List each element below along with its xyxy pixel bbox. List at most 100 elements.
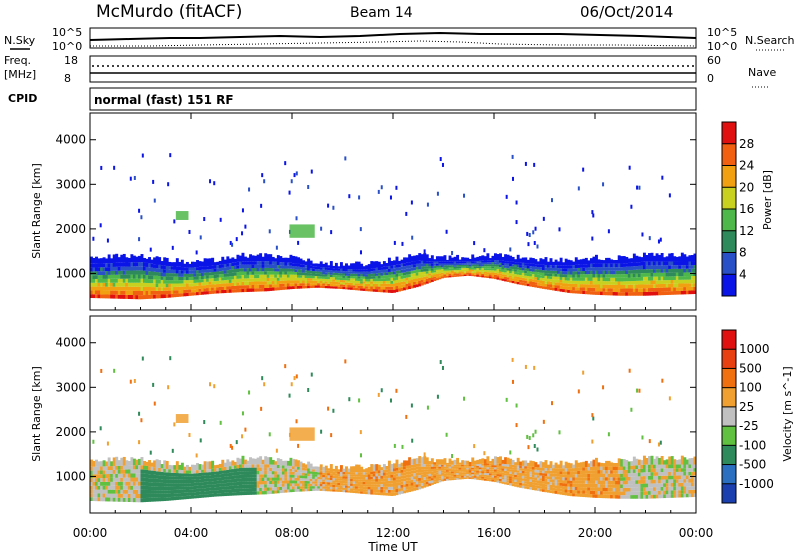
velocity-cell	[163, 460, 166, 468]
power-cell	[123, 275, 126, 279]
velocity-cell	[141, 473, 144, 477]
velocity-cell	[284, 469, 287, 472]
power-cell	[653, 265, 656, 269]
velocity-cell	[451, 475, 454, 477]
power-cell	[532, 284, 535, 287]
power-cell	[378, 276, 381, 279]
power-cell	[459, 260, 462, 262]
power-cell	[194, 267, 197, 270]
power-cell	[600, 264, 603, 267]
power-cell	[128, 262, 131, 266]
power-cell	[643, 284, 646, 288]
velocity-cell	[204, 491, 207, 494]
velocity-cell	[199, 464, 202, 470]
power-cell	[393, 260, 396, 265]
velocity-cell	[512, 474, 515, 476]
velocity-cell	[204, 479, 207, 482]
velocity-cell	[681, 490, 684, 494]
velocity-cell	[214, 487, 217, 490]
velocity-cell	[688, 483, 691, 487]
power-cell	[570, 268, 573, 271]
velocity-cell	[320, 484, 323, 486]
power-cell	[681, 269, 684, 273]
velocity-cell	[476, 476, 479, 478]
velocity-cell	[183, 470, 186, 473]
velocity-cell	[163, 490, 166, 494]
velocity-cell	[681, 456, 684, 465]
velocity-cell	[257, 491, 260, 494]
velocity-cell	[355, 486, 358, 488]
velocity-cell	[262, 488, 265, 491]
velocity-cell	[206, 472, 209, 475]
velocity-cell	[219, 471, 222, 474]
velocity-cell	[287, 478, 290, 481]
power-cell	[378, 281, 381, 284]
power-cell	[214, 284, 217, 287]
velocity-cell	[610, 484, 613, 488]
power-cell	[580, 291, 583, 294]
velocity-cell	[247, 481, 250, 484]
velocity-cell	[648, 476, 651, 480]
velocity-cell	[545, 476, 548, 479]
velocity-cell	[507, 467, 510, 469]
power-cell	[688, 276, 691, 280]
velocity-cell	[385, 478, 388, 481]
velocity-cell	[676, 460, 679, 465]
power-cell	[426, 274, 429, 277]
power-cell	[327, 277, 330, 279]
velocity-cell	[613, 495, 616, 499]
velocity-cell	[557, 480, 560, 483]
power-cell	[504, 266, 507, 268]
velocity-cell	[661, 465, 664, 469]
power-cell	[603, 288, 606, 292]
velocity-cell	[153, 490, 156, 494]
velocity-cell	[161, 483, 164, 487]
power-cell	[317, 285, 320, 287]
power-cell	[476, 257, 479, 261]
power-cell	[108, 263, 111, 267]
power-cell	[625, 274, 628, 278]
power-cell	[499, 278, 502, 280]
velocity-cell	[630, 491, 633, 495]
velocity-cell	[648, 472, 651, 476]
velocity-cell	[416, 458, 419, 464]
velocity-cell	[630, 484, 633, 488]
power-cell	[168, 280, 171, 283]
velocity-cell	[229, 469, 232, 472]
velocity-cell	[224, 490, 227, 493]
velocity-cell	[231, 489, 234, 492]
power-cell	[557, 280, 560, 283]
velocity-cell	[522, 481, 525, 483]
velocity-cell	[497, 463, 500, 465]
power-cell	[186, 277, 189, 280]
velocity-cell	[186, 470, 189, 473]
power-cell	[370, 279, 373, 282]
velocity-cell	[375, 479, 378, 482]
power-cell	[196, 292, 199, 295]
colorbar-tick-label: 20	[739, 180, 754, 194]
power-cell	[277, 278, 280, 281]
velocity-cell	[408, 477, 411, 480]
velocity-scatter	[200, 438, 202, 442]
power-cell	[330, 286, 333, 288]
power-cell	[507, 280, 510, 282]
velocity-cell	[375, 476, 378, 479]
velocity-cell	[264, 488, 267, 491]
velocity-cell	[534, 488, 537, 491]
velocity-cell	[484, 469, 487, 471]
power-cell	[590, 277, 593, 280]
velocity-cell	[277, 481, 280, 484]
power-cell	[274, 281, 277, 284]
velocity-cell	[183, 477, 186, 480]
power-scatter	[669, 193, 671, 197]
velocity-cell	[656, 483, 659, 487]
power-cell	[279, 268, 282, 271]
power-cell	[186, 267, 189, 270]
power-cell	[431, 277, 434, 279]
velocity-cell	[292, 483, 295, 486]
power-cell	[110, 267, 113, 271]
power-cell	[623, 281, 626, 285]
velocity-cell	[393, 463, 396, 468]
power-cell	[113, 291, 116, 295]
